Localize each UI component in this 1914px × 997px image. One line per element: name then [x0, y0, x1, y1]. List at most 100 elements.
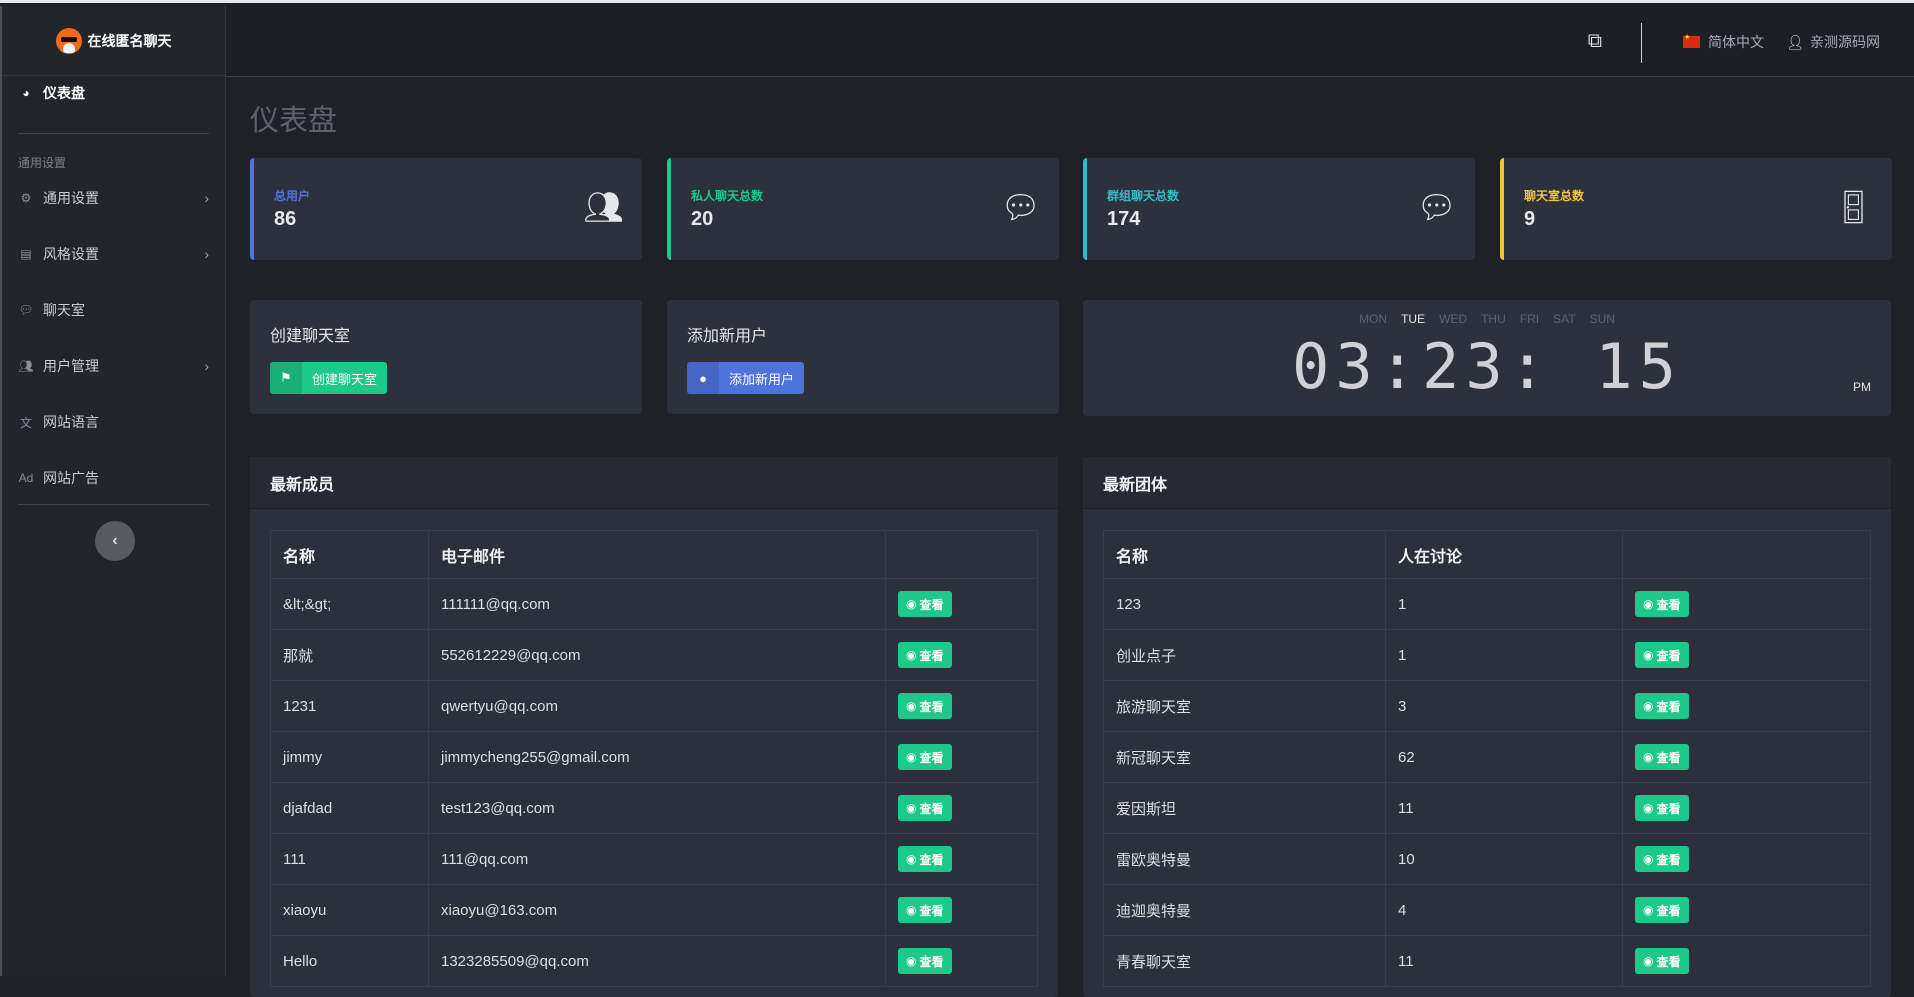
view-button[interactable]: ◉ 查看	[898, 948, 952, 974]
chevron-right-icon: ›	[204, 246, 209, 262]
sidebar-item[interactable]: 💬︎ 聊天室	[18, 295, 209, 325]
cell-name: &lt;&gt;	[270, 578, 429, 630]
sidebar-item-label: 用户管理	[43, 358, 99, 374]
china-flag-icon	[1683, 33, 1700, 48]
cell-value: qwertyu@qq.com	[428, 680, 886, 732]
latest-members-panel: 最新成员 名称 电子邮件 &lt;&gt; 111111@qq.com ◉ 查看 那就 5…	[250, 457, 1058, 997]
table-row: 123 1 ◉ 查看	[1103, 578, 1871, 630]
create-room-button[interactable]: ⚑ 创建聊天室	[270, 362, 388, 394]
sidebar: 在线匿名聊天 ◕ 仪表盘 通用设置 ⚙ 通用设置 › ▤ 风格设置 › 💬︎ 聊天室 👥︎ 用户管…	[0, 6, 226, 976]
view-button[interactable]: ◉ 查看	[1635, 948, 1689, 974]
table-row: 创业点子 1 ◉ 查看	[1103, 629, 1871, 681]
view-button[interactable]: ◉ 查看	[1635, 744, 1689, 770]
column-header	[1622, 530, 1871, 579]
sidebar-item-label: 聊天室	[43, 302, 85, 318]
create-room-card: 创建聊天室 ⚑ 创建聊天室	[250, 300, 642, 414]
cell-value: test123@qq.com	[428, 782, 886, 834]
view-button[interactable]: ◉ 查看	[898, 795, 952, 821]
sidebar-item[interactable]: ⚙ 通用设置 ›	[18, 183, 209, 213]
users-icon: 👥︎	[18, 359, 34, 373]
divider	[18, 133, 209, 134]
view-button[interactable]: ◉ 查看	[1635, 897, 1689, 923]
groups-table: 名称 人在讨论 123 1 ◉ 查看 创业点子 1 ◉ 查看 旅游聊天室 3 ◉ 查看 新冠聊天室 62 ◉…	[1103, 530, 1871, 987]
column-header	[885, 530, 1038, 579]
weekday-row: MON TUE WED THU FRI SAT SUN	[1083, 312, 1891, 326]
sidebar-item-dashboard[interactable]: ◕ 仪表盘	[18, 78, 209, 108]
sidebar-item-label: 网站广告	[43, 470, 99, 486]
weekday: MON	[1359, 312, 1388, 326]
eye-icon: ◉	[1643, 903, 1654, 917]
eye-icon: ◉	[1643, 750, 1654, 764]
sidebar-item-label: 通用设置	[43, 190, 99, 206]
table-row: 迪迦奥特曼 4 ◉ 查看	[1103, 884, 1871, 936]
cell-value: 11	[1385, 935, 1623, 987]
cell-name: 雷欧奥特曼	[1103, 833, 1386, 885]
weekday: SUN	[1589, 312, 1615, 326]
clock-widget: MON TUE WED THU FRI SAT SUN 03:23: 15 PM	[1083, 300, 1891, 416]
clock-ampm: PM	[1853, 380, 1871, 394]
sidebar-item-label: 网站语言	[43, 414, 99, 430]
table-row: 1231 qwertyu@qq.com ◉ 查看	[270, 680, 1038, 732]
cell-action: ◉ 查看	[1622, 731, 1871, 783]
button-label: 查看	[1656, 801, 1681, 816]
cell-action: ◉ 查看	[885, 935, 1038, 987]
cell-action: ◉ 查看	[885, 884, 1038, 936]
button-label: 查看	[1656, 699, 1681, 714]
comments-icon: 💬︎	[1416, 189, 1457, 225]
view-button[interactable]: ◉ 查看	[1635, 846, 1689, 872]
view-button[interactable]: ◉ 查看	[898, 897, 952, 923]
view-button[interactable]: ◉ 查看	[1635, 795, 1689, 821]
user-icon: ●	[687, 362, 719, 394]
stat-label: 聊天室总数	[1524, 189, 1585, 203]
eye-icon: ◉	[1643, 954, 1654, 968]
sidebar-item-label: 风格设置	[43, 246, 99, 262]
sidebar-item[interactable]: Ad 网站广告	[18, 463, 209, 493]
sidebar-item[interactable]: ▤ 风格设置 ›	[18, 239, 209, 269]
add-user-button[interactable]: ● 添加新用户	[687, 362, 805, 394]
eye-icon: ◉	[1643, 597, 1654, 611]
cell-name: Hello	[270, 935, 429, 987]
eye-icon: ◉	[906, 801, 917, 815]
button-label: 查看	[1656, 954, 1681, 969]
button-label: 查看	[919, 801, 944, 816]
button-label: 查看	[1656, 648, 1681, 663]
users-icon: 👥︎	[583, 189, 624, 225]
cell-name: 那就	[270, 629, 429, 681]
stat-card: 群组聊天总数 174 💬︎	[1083, 158, 1475, 260]
table-row: 爱因斯坦 11 ◉ 查看	[1103, 782, 1871, 834]
external-link-icon[interactable]: ⧉	[1587, 30, 1602, 52]
button-label: 添加新用户	[729, 371, 795, 387]
user-menu[interactable]: 👤︎ 亲测源码网	[1786, 32, 1880, 52]
button-label: 查看	[1656, 750, 1681, 765]
cell-name: 创业点子	[1103, 629, 1386, 681]
collapse-sidebar-button[interactable]: ‹	[95, 521, 135, 561]
stat-card: 总用户 86 👥︎	[250, 158, 642, 260]
cell-name: 1231	[270, 680, 429, 732]
panel-title: 最新成员	[250, 457, 1058, 509]
cell-value: 1323285509@qq.com	[428, 935, 886, 987]
cell-action: ◉ 查看	[1622, 935, 1871, 987]
view-button[interactable]: ◉ 查看	[1635, 693, 1689, 719]
cell-action: ◉ 查看	[885, 629, 1038, 681]
brand-name: 在线匿名聊天	[87, 32, 172, 49]
table-row: 新冠聊天室 62 ◉ 查看	[1103, 731, 1871, 783]
clock-time: 03:23: 15	[1292, 330, 1682, 403]
view-button[interactable]: ◉ 查看	[898, 642, 952, 668]
language-selector[interactable]: 简体中文	[1683, 32, 1764, 52]
view-button[interactable]: ◉ 查看	[898, 744, 952, 770]
weekday: WED	[1439, 312, 1468, 326]
eye-icon: ◉	[906, 954, 917, 968]
brand[interactable]: 在线匿名聊天	[2, 6, 225, 76]
chevron-right-icon: ›	[204, 190, 209, 206]
sidebar-item[interactable]: 👥︎ 用户管理 ›	[18, 351, 209, 381]
view-button[interactable]: ◉ 查看	[898, 591, 952, 617]
view-button[interactable]: ◉ 查看	[1635, 642, 1689, 668]
cell-action: ◉ 查看	[1622, 629, 1871, 681]
view-button[interactable]: ◉ 查看	[1635, 591, 1689, 617]
panel-title: 最新团体	[1083, 457, 1891, 509]
view-button[interactable]: ◉ 查看	[898, 693, 952, 719]
ad-icon: Ad	[18, 471, 34, 485]
view-button[interactable]: ◉ 查看	[898, 846, 952, 872]
sidebar-item[interactable]: 文网站语言	[18, 407, 209, 437]
divider	[1641, 23, 1642, 63]
